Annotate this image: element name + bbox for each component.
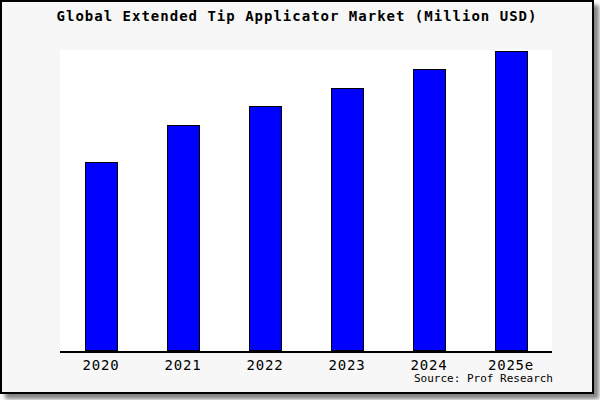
chart-title: Global Extended Tip Applicator Market (M… bbox=[2, 8, 592, 24]
x-tick-label-2022: 2022 bbox=[224, 357, 306, 373]
bar-2022 bbox=[249, 106, 282, 351]
x-axis-tick-labels: 202020212022202320242025e bbox=[60, 357, 552, 373]
bar-slot-2025e bbox=[470, 50, 552, 351]
x-tick-label-2025e: 2025e bbox=[470, 357, 552, 373]
x-tick-label-2024: 2024 bbox=[388, 357, 470, 373]
bar-2025e bbox=[495, 51, 528, 351]
chart-frame: Global Extended Tip Applicator Market (M… bbox=[0, 0, 594, 394]
bar-2023 bbox=[331, 88, 364, 351]
chart-image: Global Extended Tip Applicator Market (M… bbox=[0, 0, 600, 400]
bar-slot-2022 bbox=[224, 50, 306, 351]
x-tick-label-2020: 2020 bbox=[60, 357, 142, 373]
source-credit: Source: Prof Research bbox=[414, 372, 553, 385]
bar-2024 bbox=[413, 69, 446, 351]
bar-2021 bbox=[167, 125, 200, 351]
bar-slot-2023 bbox=[306, 50, 388, 351]
x-tick-label-2021: 2021 bbox=[142, 357, 224, 373]
plot-area bbox=[60, 50, 552, 353]
bar-slot-2021 bbox=[142, 50, 224, 351]
bar-slot-2024 bbox=[388, 50, 470, 351]
bars-container bbox=[60, 50, 552, 351]
bar-slot-2020 bbox=[60, 50, 142, 351]
bar-2020 bbox=[85, 162, 118, 351]
x-tick-label-2023: 2023 bbox=[306, 357, 388, 373]
